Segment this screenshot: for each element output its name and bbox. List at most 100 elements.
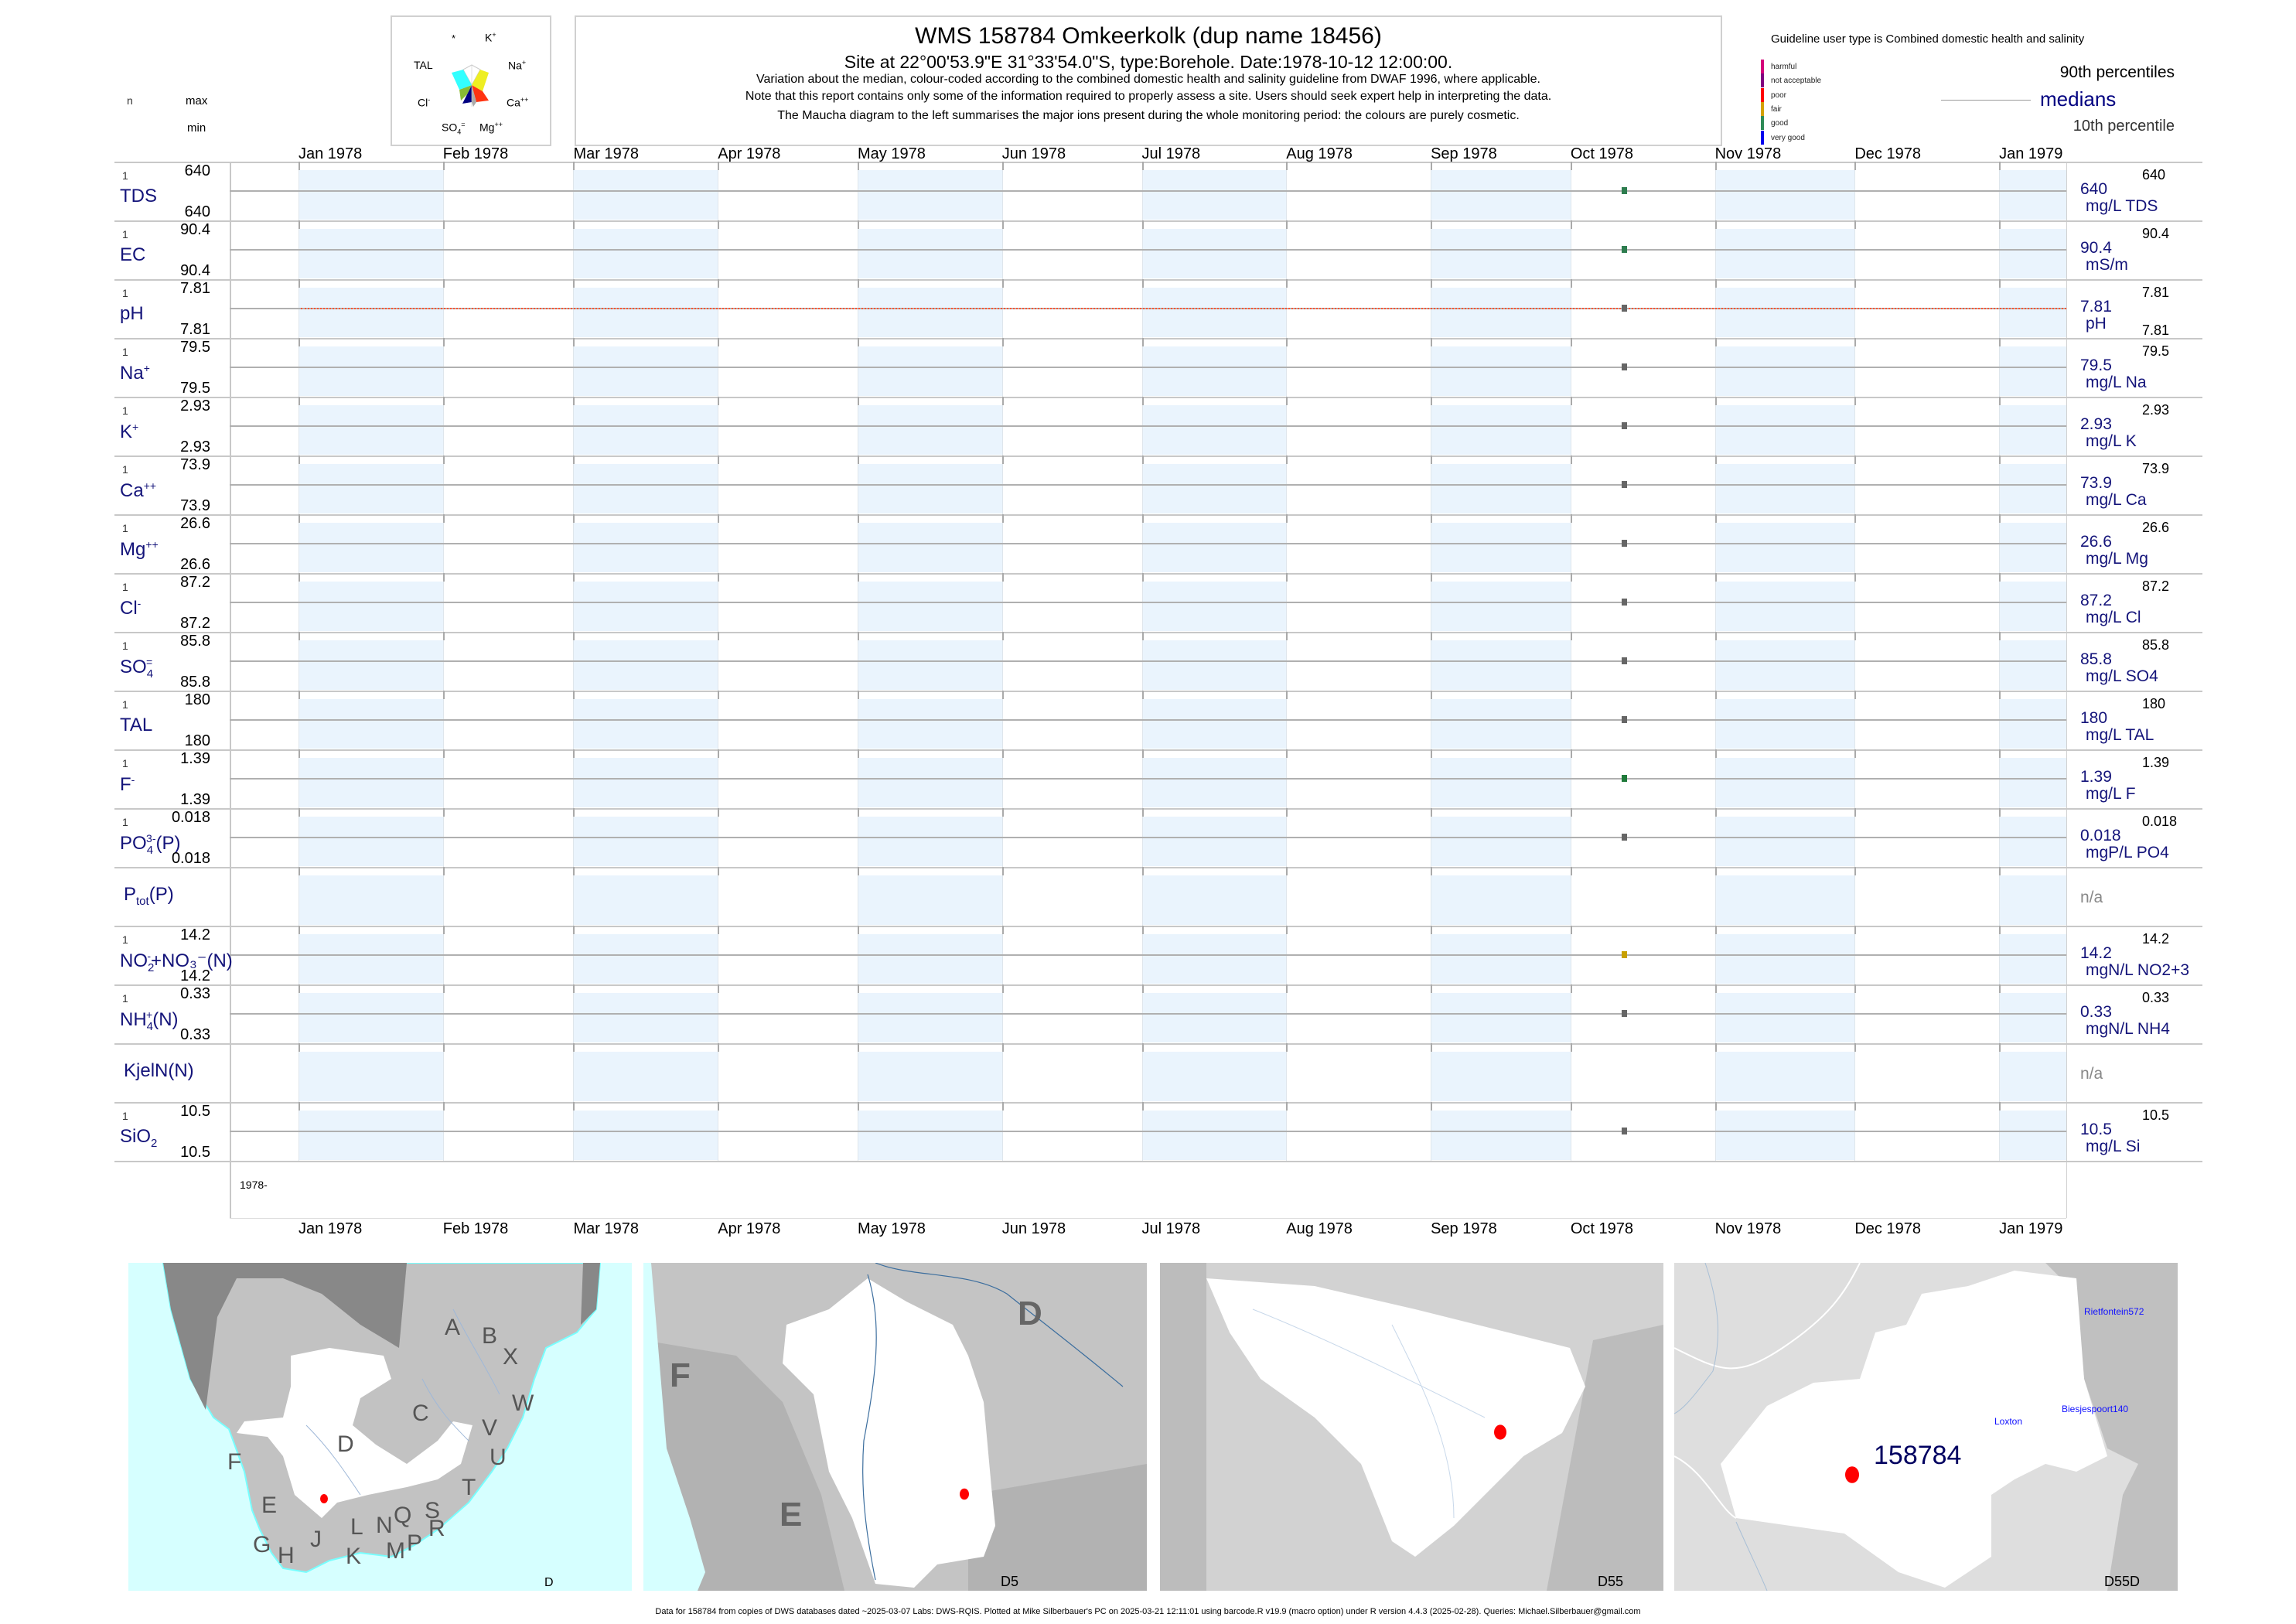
- month-band: [1999, 582, 2066, 631]
- median-line: [230, 367, 2066, 368]
- month-tick: [299, 867, 300, 875]
- month-band: [1714, 523, 1855, 572]
- data-point: [1622, 951, 1628, 958]
- month-tick: [1999, 162, 2001, 170]
- month-tick: [718, 397, 720, 405]
- month-tick: [1431, 573, 1433, 582]
- median-value: 1.39: [2080, 768, 2112, 786]
- place-label: Rietfontein572: [2084, 1306, 2144, 1317]
- month-band: [1999, 229, 2066, 278]
- month-tick: [1570, 926, 1572, 934]
- maucha-glyph-icon: [452, 64, 489, 107]
- month-tick: [1001, 338, 1004, 346]
- median-unit: mg/L Si: [2086, 1138, 2141, 1155]
- x-tick-label-top: May 1978: [858, 145, 926, 162]
- month-band: [573, 640, 718, 690]
- data-point: [1622, 834, 1628, 841]
- month-tick: [442, 573, 445, 582]
- month-band: [858, 229, 1002, 278]
- drainage-region-label: P: [407, 1530, 422, 1556]
- p90-value: 0.33: [2142, 990, 2170, 1005]
- month-gridline: [1001, 867, 1003, 926]
- month-tick: [1001, 808, 1004, 817]
- month-tick: [1570, 691, 1572, 699]
- month-tick: [1286, 397, 1288, 405]
- data-point: [1622, 775, 1628, 782]
- median-value: 26.6: [2080, 533, 2112, 551]
- month-tick: [1141, 397, 1144, 405]
- site-marker-icon: [1845, 1466, 1859, 1483]
- month-band: [1999, 875, 2066, 925]
- month-band: [1431, 288, 1571, 337]
- maucha-label-tal: TAL: [414, 59, 433, 71]
- month-gridline: [442, 867, 444, 926]
- x-tick-label-top: Mar 1978: [573, 145, 639, 162]
- month-tick: [1714, 926, 1717, 934]
- month-tick: [299, 1102, 300, 1111]
- month-tick: [1999, 455, 2001, 464]
- month-tick: [1431, 808, 1433, 817]
- x-tick-label-top: Dec 1978: [1854, 145, 1921, 162]
- month-tick: [442, 867, 445, 875]
- month-band: [1714, 582, 1855, 631]
- data-point: [1622, 540, 1628, 547]
- month-band: [858, 170, 1002, 220]
- month-tick: [442, 926, 445, 934]
- legend-label-harmful: harmful: [1771, 63, 1797, 71]
- month-tick: [442, 1102, 445, 1111]
- maucha-label-star: *: [452, 32, 456, 44]
- month-tick: [1999, 220, 2001, 229]
- guideline-dotted-line: [301, 308, 2066, 309]
- month-band: [299, 523, 443, 572]
- footer-text: Data for 158784 from copies of DWS datab…: [655, 1607, 1641, 1616]
- month-tick: [1570, 455, 1572, 464]
- month-band: [1431, 640, 1571, 690]
- month-band: [1431, 523, 1571, 572]
- median-line: [230, 1013, 2066, 1015]
- month-tick: [1714, 632, 1717, 640]
- month-tick: [1286, 220, 1288, 229]
- month-tick: [1286, 514, 1288, 523]
- month-tick: [299, 455, 300, 464]
- parameter-label: pH: [120, 303, 144, 324]
- month-tick: [1999, 749, 2001, 758]
- month-gridline: [1001, 1043, 1003, 1102]
- min-value: 2.93: [180, 438, 210, 455]
- month-band: [573, 582, 718, 631]
- month-tick: [1854, 632, 1857, 640]
- bottom-panel-border: [230, 1218, 2066, 1219]
- site-description: Site at 22°00'53.9"E 31°33'54.0"S, type:…: [844, 52, 1453, 72]
- month-tick: [1999, 867, 2001, 875]
- month-tick: [718, 220, 720, 229]
- max-value: 1.39: [180, 750, 210, 767]
- month-tick: [442, 632, 445, 640]
- month-tick: [573, 984, 575, 993]
- sample-count: 1: [122, 287, 128, 299]
- month-tick: [1001, 573, 1004, 582]
- month-tick: [1141, 1043, 1144, 1052]
- month-band: [299, 288, 443, 337]
- median-unit: mgP/L PO4: [2086, 844, 2169, 861]
- legend-swatch-not-acceptable: [1761, 73, 1764, 88]
- p90-value: 14.2: [2142, 931, 2170, 947]
- month-tick: [573, 338, 575, 346]
- month-tick: [1431, 397, 1433, 405]
- month-tick: [1570, 632, 1572, 640]
- month-gridline: [1854, 867, 1856, 926]
- maucha-petal-ca: [472, 85, 489, 102]
- month-tick: [718, 162, 720, 170]
- month-band: [299, 405, 443, 455]
- map-d5-catchment: F D E D5: [643, 1263, 1147, 1591]
- month-tick: [1286, 338, 1288, 346]
- month-band: [573, 229, 718, 278]
- drainage-region-label: R: [428, 1516, 445, 1541]
- month-tick: [1854, 338, 1857, 346]
- data-point: [1622, 1128, 1628, 1134]
- drainage-region-label: N: [376, 1513, 393, 1538]
- month-band: [573, 758, 718, 807]
- col-min-header: min: [187, 121, 206, 135]
- note-variation: Variation about the median, colour-coded…: [756, 73, 1540, 86]
- month-tick: [573, 926, 575, 934]
- month-band: [1141, 993, 1287, 1042]
- month-tick: [442, 338, 445, 346]
